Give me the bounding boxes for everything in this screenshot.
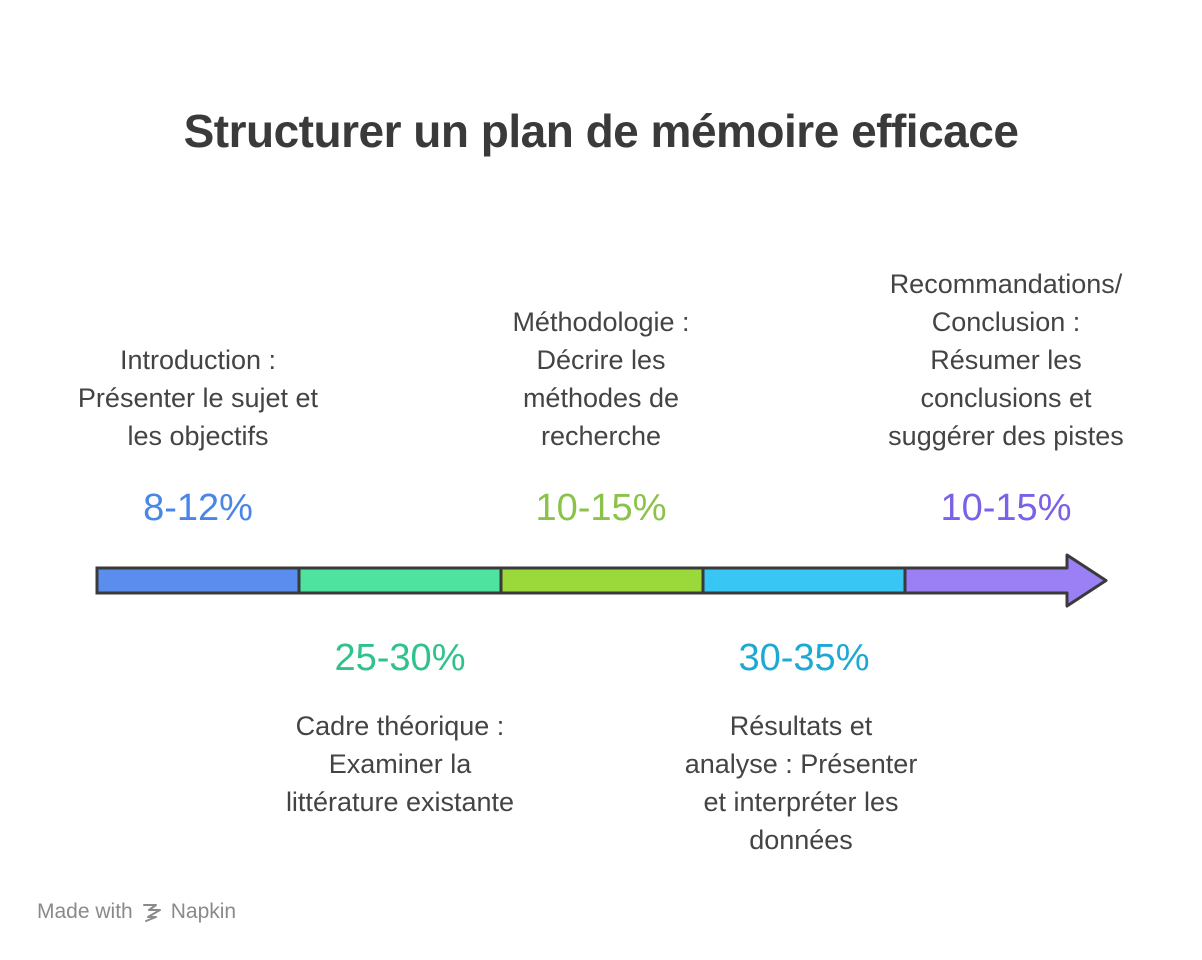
stage-4-percent: 30-35%: [738, 637, 870, 679]
stage-3-percent: 10-15%: [535, 487, 667, 529]
segment-methodologie: [499, 566, 705, 595]
made-with-text: Made with: [37, 900, 133, 923]
segment-resultats: [701, 566, 907, 595]
stage-5-percent: 10-15%: [940, 487, 1072, 529]
stage-1-label: Introduction : Présenter le sujet et les…: [77, 345, 319, 451]
napkin-brand-text: Napkin: [170, 900, 237, 923]
segment-cadre-theorique: [297, 566, 503, 595]
stage-2-label: Cadre théorique : Examiner la littératur…: [285, 711, 515, 817]
segment-conclusion-arrowhead: [903, 553, 1108, 608]
segment-introduction: [95, 566, 301, 595]
stage-1-percent: 8-12%: [143, 487, 253, 529]
stage-3-label: Méthodologie : Décrire les méthodes de r…: [512, 307, 690, 451]
napkin-footer: Made with Napkin: [37, 900, 236, 924]
stage-5-label: Recommandations/ Conclusion : Résumer le…: [888, 269, 1124, 451]
stage-4-label: Résultats et analyse : Présenter et inte…: [684, 711, 918, 855]
napkin-logo-icon: [142, 904, 161, 922]
stage-2-percent: 25-30%: [334, 637, 466, 679]
diagram-title: Structurer un plan de mémoire efficace: [183, 105, 1019, 157]
